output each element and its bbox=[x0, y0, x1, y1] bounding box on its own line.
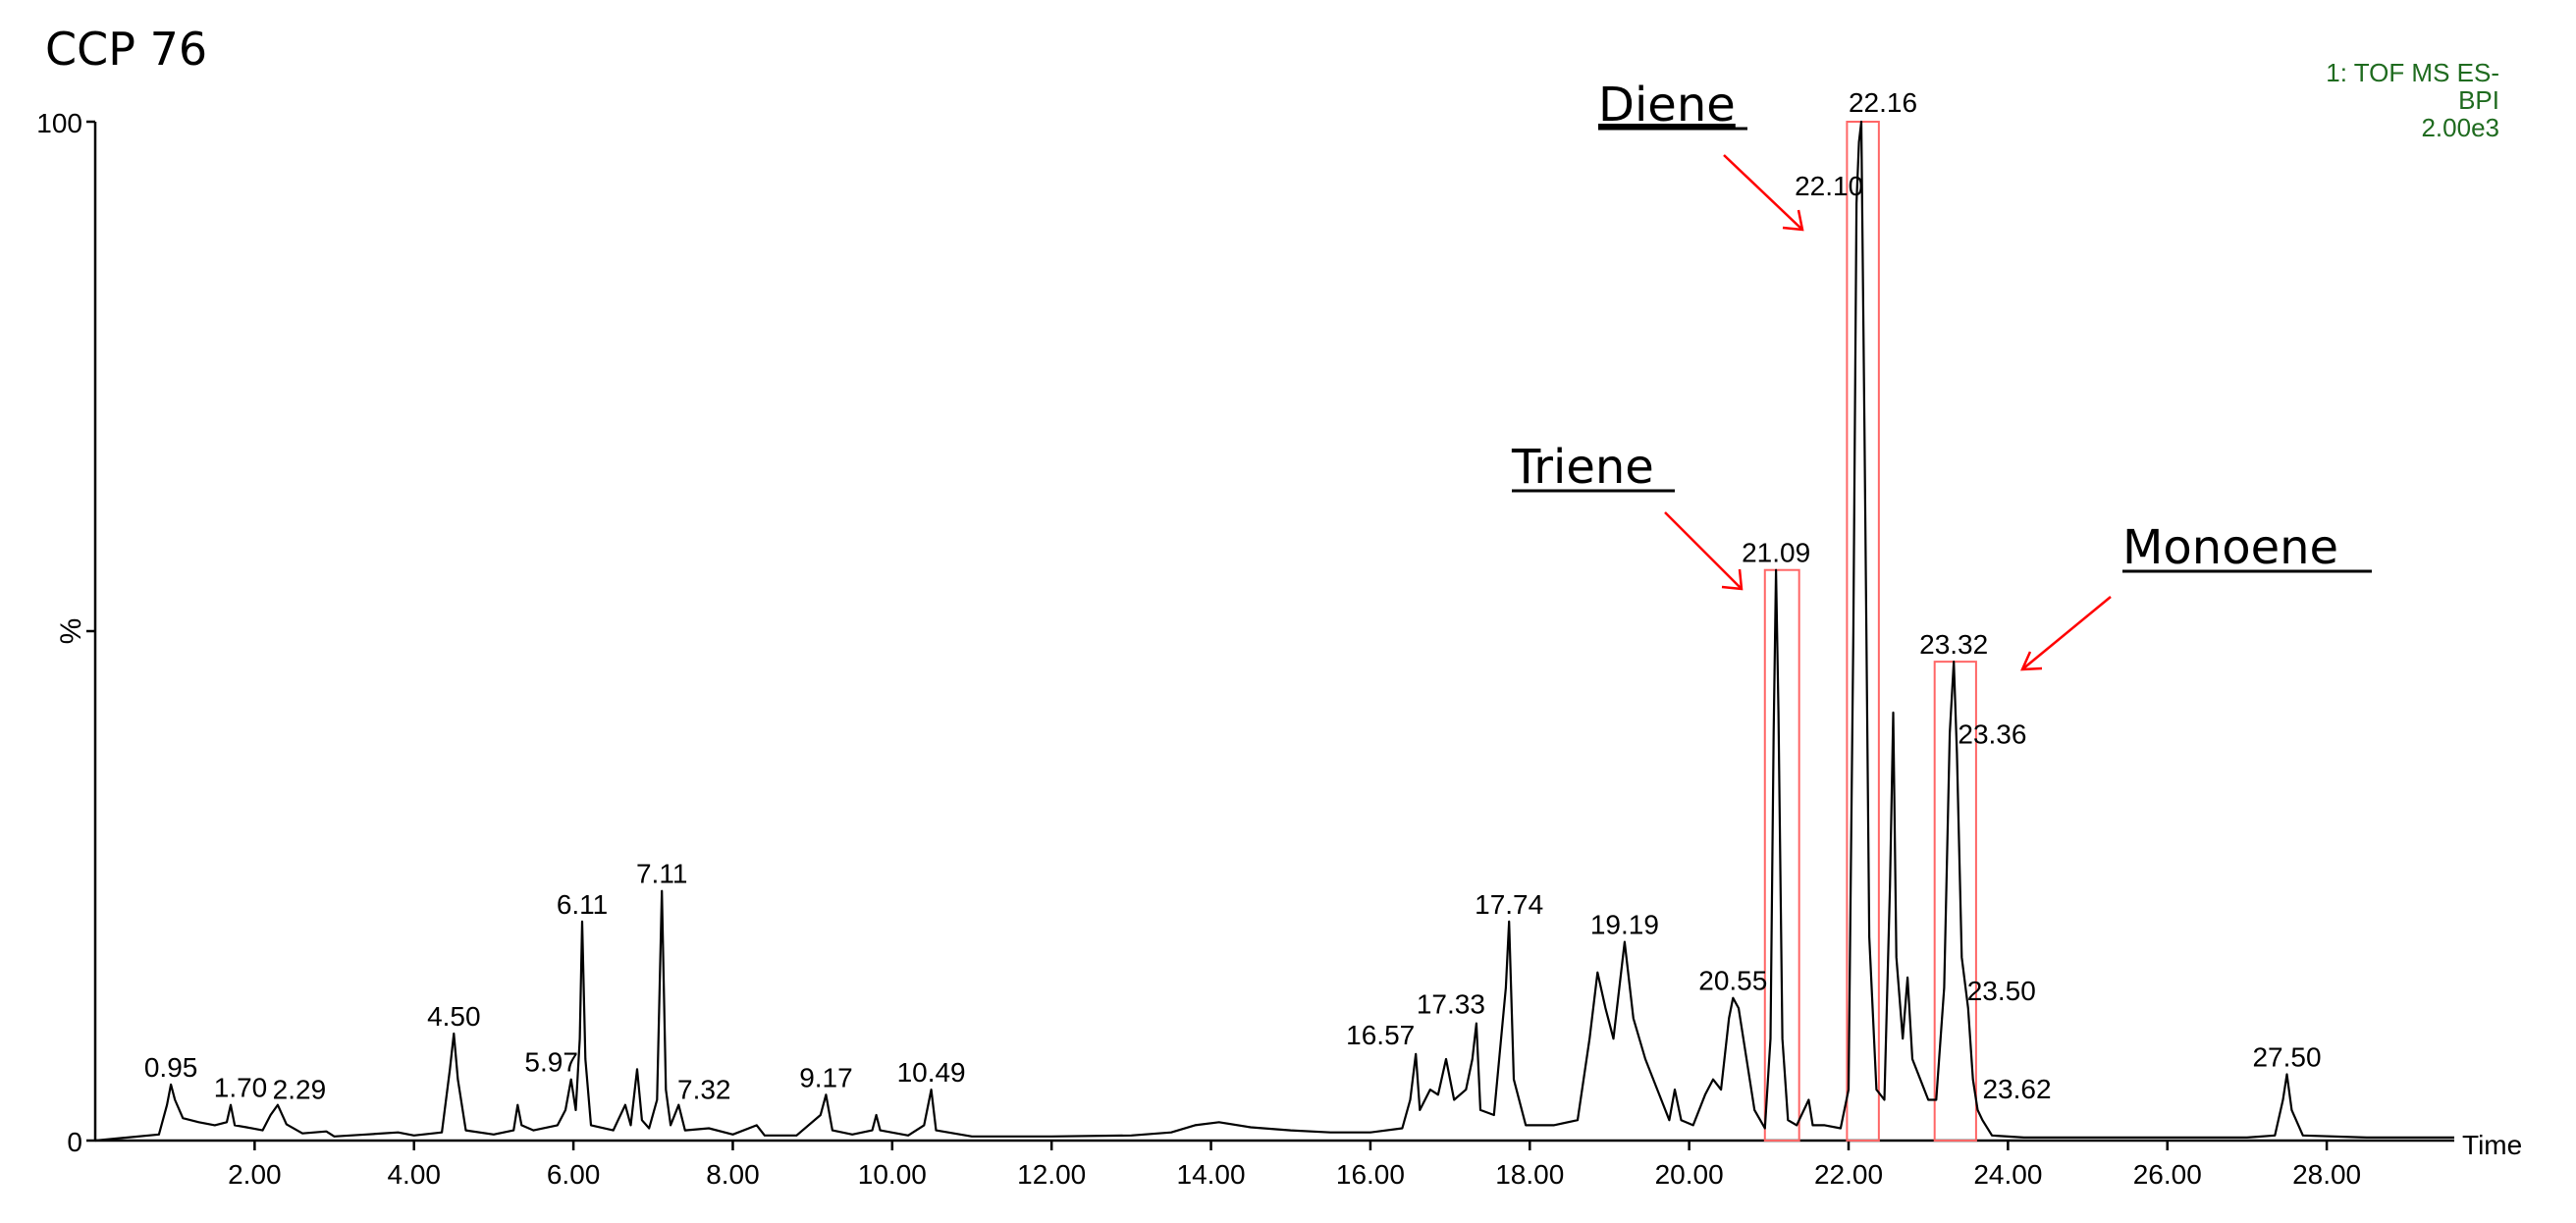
triene-label: Triene bbox=[1511, 440, 1654, 495]
instrument-info: 1: TOF MS ES- BPI 2.00e3 bbox=[2326, 58, 2499, 142]
x-tick-label: 10.00 bbox=[858, 1159, 927, 1190]
peak-label: 22.16 bbox=[1849, 87, 1917, 118]
monoene-arrow bbox=[2021, 596, 2112, 670]
diene-label: Diene bbox=[1598, 78, 1736, 133]
peak-label: 7.32 bbox=[677, 1075, 731, 1105]
x-axis: 2.00 4.00 6.00 8.00 10.00 12.00 14.00 16.00 18.0… bbox=[95, 1130, 2522, 1190]
x-tick-label: 8.00 bbox=[706, 1159, 760, 1190]
peak-labels: 0.95 1.70 2.29 4.50 5.97 6.11 7.11 7.32 9.17 10.4… bbox=[144, 87, 2322, 1105]
x-tick-label: 2.00 bbox=[228, 1159, 282, 1190]
y-tick-label-0: 0 bbox=[67, 1127, 82, 1157]
peak-label: 21.09 bbox=[1742, 538, 1810, 568]
peak-label: 20.55 bbox=[1698, 966, 1767, 996]
peak-label: 23.50 bbox=[1967, 976, 2036, 1006]
peak-label: 23.32 bbox=[1919, 629, 1988, 660]
peak-label: 5.97 bbox=[524, 1047, 578, 1078]
peak-label: 23.62 bbox=[1982, 1074, 2051, 1104]
peak-label: 2.29 bbox=[273, 1075, 327, 1105]
instrument-info-line-1: 1: TOF MS ES- bbox=[2326, 58, 2499, 87]
peak-label: 10.49 bbox=[897, 1057, 966, 1088]
peak-label: 23.36 bbox=[1958, 719, 2026, 750]
peak-label: 17.33 bbox=[1417, 989, 1485, 1020]
x-tick-label: 28.00 bbox=[2292, 1159, 2361, 1190]
annotation-boxes bbox=[1763, 121, 1977, 1142]
peak-label: 16.57 bbox=[1346, 1020, 1415, 1050]
x-tick-label: 22.00 bbox=[1814, 1159, 1883, 1190]
x-tick-label: 20.00 bbox=[1655, 1159, 1724, 1190]
peak-label: 27.50 bbox=[2252, 1042, 2321, 1073]
x-tick-label: 18.00 bbox=[1495, 1159, 1564, 1190]
diene-arrow bbox=[1723, 154, 1803, 231]
triene-arrowhead bbox=[1721, 568, 1744, 591]
chromatogram-trace bbox=[94, 120, 2454, 1143]
x-tick-label: 4.00 bbox=[387, 1159, 441, 1190]
instrument-info-line-2: BPI bbox=[2458, 85, 2499, 115]
peak-label: 17.74 bbox=[1475, 889, 1543, 920]
peak-label: 7.11 bbox=[636, 859, 687, 889]
x-axis-label: Time bbox=[2462, 1130, 2522, 1160]
x-tick-label: 12.00 bbox=[1017, 1159, 1086, 1190]
diene-arrowhead bbox=[1782, 209, 1804, 232]
peak-label: 1.70 bbox=[214, 1073, 268, 1103]
monoene-arrowhead bbox=[2020, 651, 2043, 671]
y-axis: 100 0 % bbox=[36, 108, 97, 1157]
peak-label: 6.11 bbox=[557, 889, 608, 920]
diene-box bbox=[1846, 121, 1880, 1142]
x-ticks: 2.00 4.00 6.00 8.00 10.00 12.00 14.00 16.00 18.0… bbox=[228, 1141, 2361, 1190]
x-tick-label: 24.00 bbox=[1973, 1159, 2042, 1190]
triene-box bbox=[1763, 568, 1800, 1142]
monoene-box bbox=[1933, 661, 1977, 1142]
peak-label: 4.50 bbox=[427, 1001, 481, 1032]
chart-title: CCP 76 bbox=[45, 23, 207, 76]
peak-label: 0.95 bbox=[144, 1052, 198, 1083]
annotation-labels: Diene Triene Monoene bbox=[1511, 78, 2372, 671]
x-tick-label: 6.00 bbox=[547, 1159, 601, 1190]
peak-label: 22.10 bbox=[1795, 171, 1863, 201]
x-tick-label: 16.00 bbox=[1336, 1159, 1405, 1190]
x-tick-label: 26.00 bbox=[2133, 1159, 2202, 1190]
instrument-info-line-3: 2.00e3 bbox=[2421, 113, 2499, 142]
x-tick-label: 14.00 bbox=[1177, 1159, 1246, 1190]
triene-arrow bbox=[1664, 511, 1743, 590]
monoene-label: Monoene bbox=[2122, 520, 2338, 575]
y-tick-label-100: 100 bbox=[36, 108, 82, 138]
peak-label: 9.17 bbox=[799, 1062, 853, 1092]
peak-label: 19.19 bbox=[1590, 910, 1659, 940]
y-axis-label: % bbox=[55, 618, 87, 645]
